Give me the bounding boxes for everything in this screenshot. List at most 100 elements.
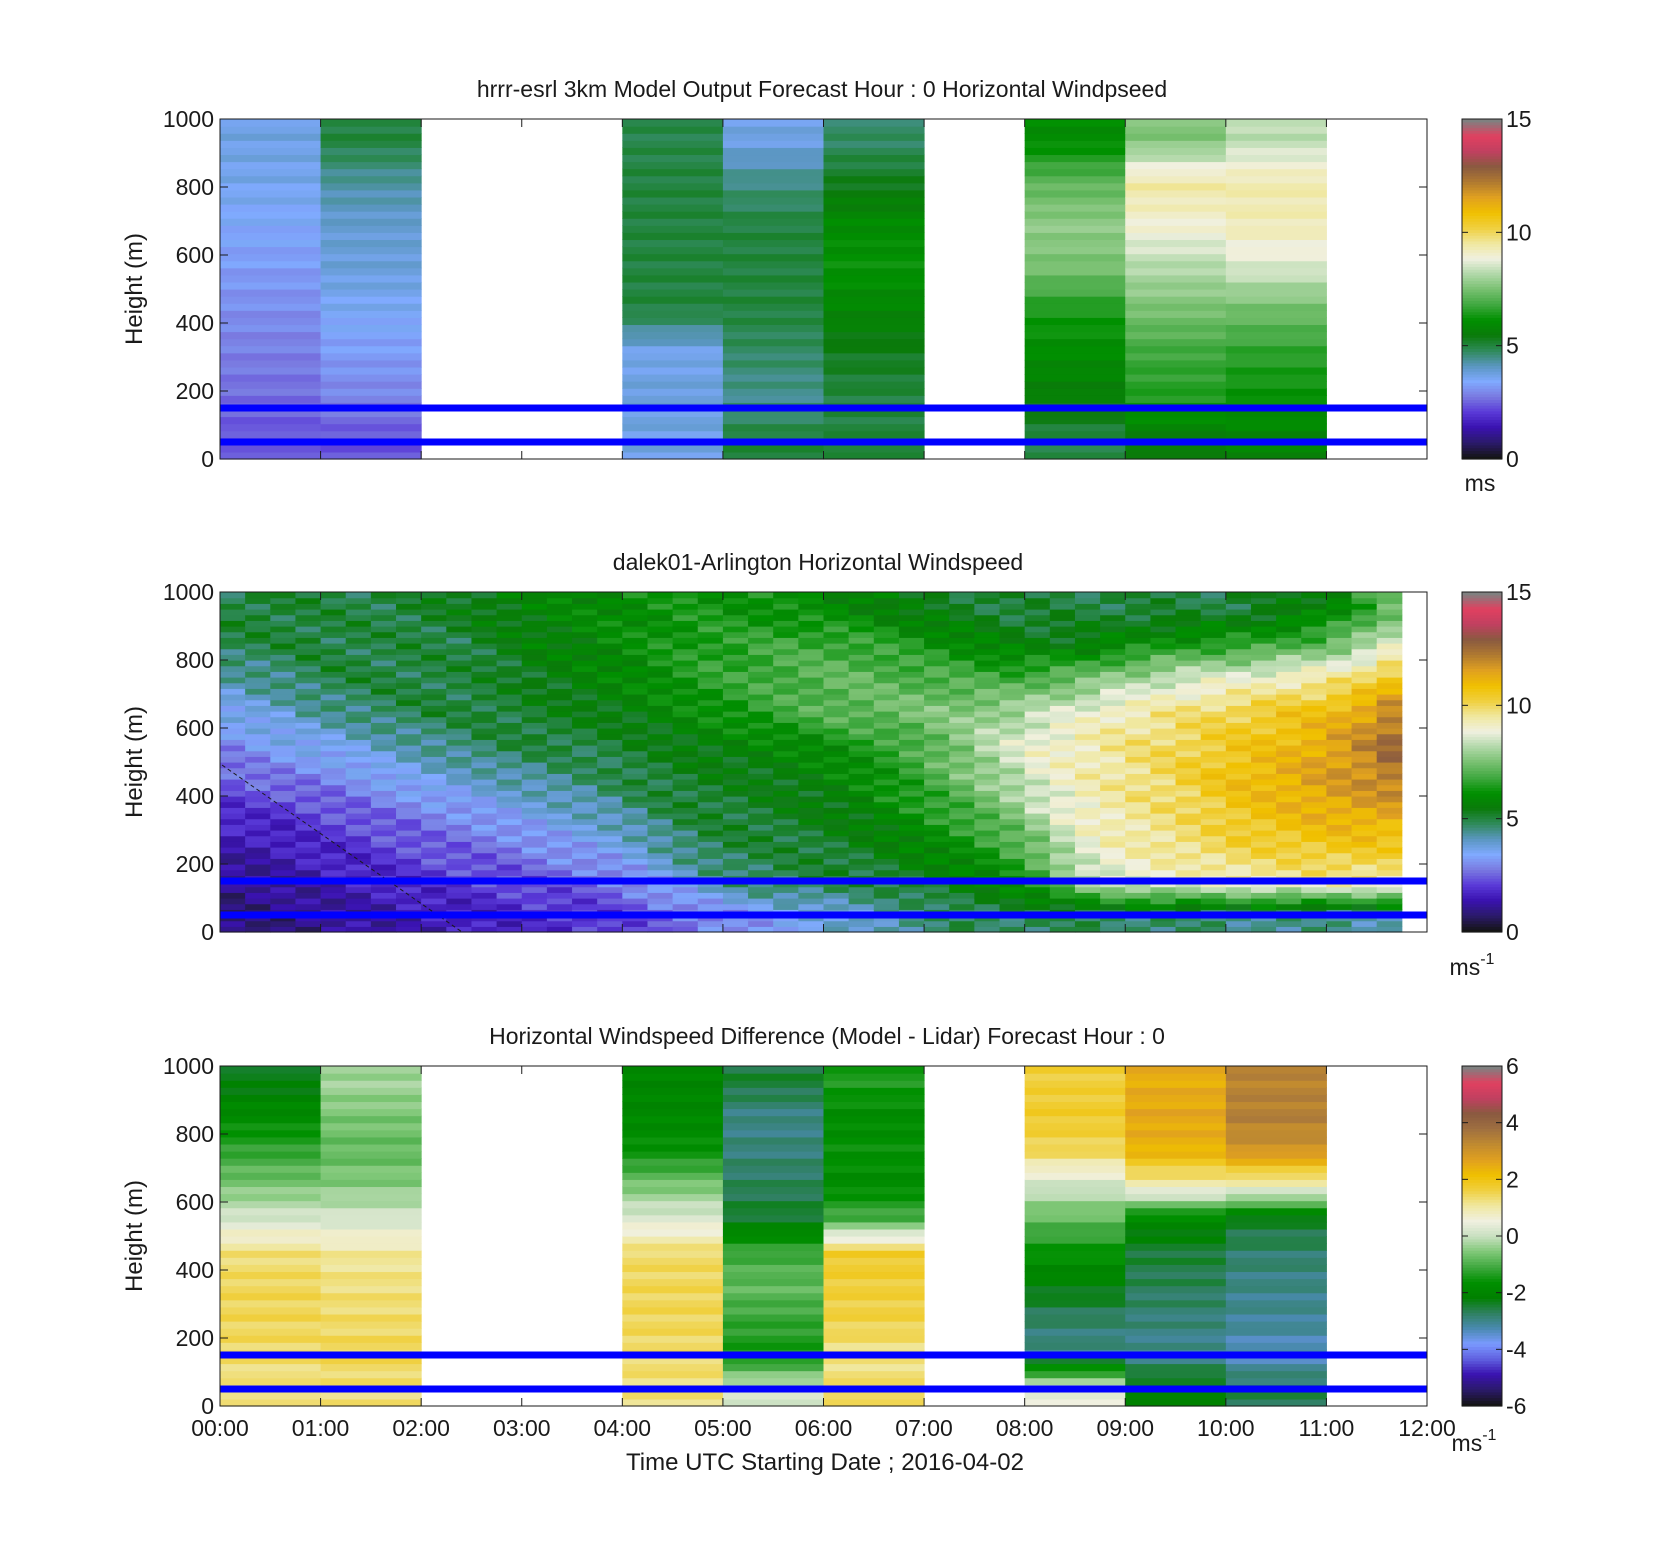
heatmap-cell <box>924 637 950 644</box>
colorbar-tick-label: 10 <box>1506 692 1532 718</box>
heatmap-cell <box>421 733 447 740</box>
heatmap-cell <box>823 267 925 276</box>
heatmap-cell <box>1125 1165 1227 1173</box>
heatmap-cell <box>320 847 347 854</box>
heatmap-cell <box>722 892 749 899</box>
heatmap-cell <box>396 665 422 672</box>
heatmap-cell <box>521 835 548 842</box>
heatmap-cell <box>1326 745 1353 752</box>
colorbar-segment <box>1462 226 1502 231</box>
heatmap-cell <box>999 609 1026 616</box>
heatmap-cell <box>421 762 447 769</box>
heatmap-cell <box>949 830 975 837</box>
heatmap-cell <box>597 756 623 763</box>
heatmap-cell <box>245 807 271 814</box>
heatmap-cell <box>270 824 296 831</box>
heatmap-cell <box>773 626 799 633</box>
heatmap-cell <box>220 1391 322 1400</box>
heatmap-cell <box>1125 1377 1227 1386</box>
heatmap-cell <box>823 660 850 667</box>
heatmap-cell <box>1024 168 1126 177</box>
heatmap-cell <box>873 869 900 876</box>
heatmap-cell <box>396 773 422 780</box>
heatmap-cell <box>1276 660 1302 667</box>
heatmap-cell <box>471 728 498 735</box>
heatmap-cell <box>421 614 447 621</box>
heatmap-cell <box>622 1094 724 1103</box>
heatmap-cell <box>672 886 699 893</box>
heatmap-cell <box>1125 1264 1227 1273</box>
heatmap-cell <box>220 603 246 610</box>
heatmap-cell <box>220 801 246 808</box>
heatmap-cell <box>370 699 397 706</box>
heatmap-cell <box>722 1228 824 1237</box>
heatmap-cell <box>1301 677 1327 684</box>
heatmap-cell <box>572 886 598 893</box>
heatmap-cell <box>1200 790 1227 797</box>
heatmap-cell <box>722 807 749 814</box>
heatmap-cell <box>320 161 422 170</box>
heatmap-cell <box>722 189 824 198</box>
heatmap-cell <box>1276 677 1302 684</box>
heatmap-cell <box>446 750 472 757</box>
heatmap-cell <box>220 762 246 769</box>
heatmap-cell <box>320 858 347 865</box>
heatmap-cell <box>1125 722 1151 729</box>
colorbar-segment <box>1462 1360 1502 1365</box>
heatmap-cell <box>320 648 347 655</box>
heatmap-cell <box>1100 648 1126 655</box>
colorbar-segment <box>1462 1139 1502 1144</box>
heatmap-cell <box>1100 716 1126 723</box>
colorbar-segment <box>1462 920 1502 925</box>
colorbar-segment <box>1462 1295 1502 1299</box>
colorbar-segment <box>1462 1309 1502 1314</box>
heatmap-cell <box>220 175 322 184</box>
heatmap-cell <box>1175 926 1202 933</box>
heatmap-cell <box>924 892 950 899</box>
heatmap-cell <box>220 1243 322 1251</box>
heatmap-cell <box>471 926 498 933</box>
heatmap-cell <box>245 722 271 729</box>
heatmap-cell <box>823 694 850 701</box>
heatmap-cell <box>471 626 498 633</box>
heatmap-cell <box>1200 728 1227 735</box>
heatmap-cell <box>848 892 875 899</box>
heatmap-cell <box>496 920 523 927</box>
heatmap-cell <box>370 818 397 825</box>
heatmap-cell <box>345 671 372 678</box>
colorbar-segment <box>1462 294 1502 299</box>
heatmap-cell <box>1100 813 1126 820</box>
heatmap-cell <box>1125 1080 1227 1088</box>
colorbar-segment <box>1462 328 1502 333</box>
heatmap-cell <box>1125 1342 1227 1350</box>
heatmap-cell <box>1125 903 1151 910</box>
heatmap-cell <box>320 381 422 389</box>
heatmap-cell <box>396 671 422 678</box>
heatmap-cell <box>773 728 799 735</box>
heatmap-cell <box>245 847 271 854</box>
colorbar-segment <box>1462 1085 1502 1090</box>
heatmap-cell <box>572 892 598 899</box>
heatmap-cell <box>396 835 422 842</box>
heatmap-cell <box>647 869 674 876</box>
heatmap-cell <box>1225 416 1327 425</box>
heatmap-cell <box>1200 609 1227 616</box>
heatmap-cell <box>848 886 875 893</box>
heatmap-cell <box>1301 756 1327 763</box>
heatmap-cell <box>1301 835 1327 842</box>
heatmap-cell <box>1376 762 1403 769</box>
heatmap-cell <box>245 898 271 905</box>
heatmap-cell <box>320 345 422 354</box>
heatmap-cell <box>1024 898 1051 905</box>
heatmap-cell <box>622 1066 724 1074</box>
heatmap-cell <box>1125 898 1151 905</box>
heatmap-cell <box>647 722 674 729</box>
colorbar-segment <box>1462 422 1502 426</box>
heatmap-cell <box>320 1179 422 1188</box>
heatmap-cell <box>672 773 699 780</box>
heatmap-cell <box>220 281 322 290</box>
heatmap-cell <box>1074 801 1101 808</box>
heatmap-cell <box>320 1264 422 1273</box>
heatmap-cell <box>1125 423 1227 432</box>
heatmap-cell <box>471 784 498 791</box>
